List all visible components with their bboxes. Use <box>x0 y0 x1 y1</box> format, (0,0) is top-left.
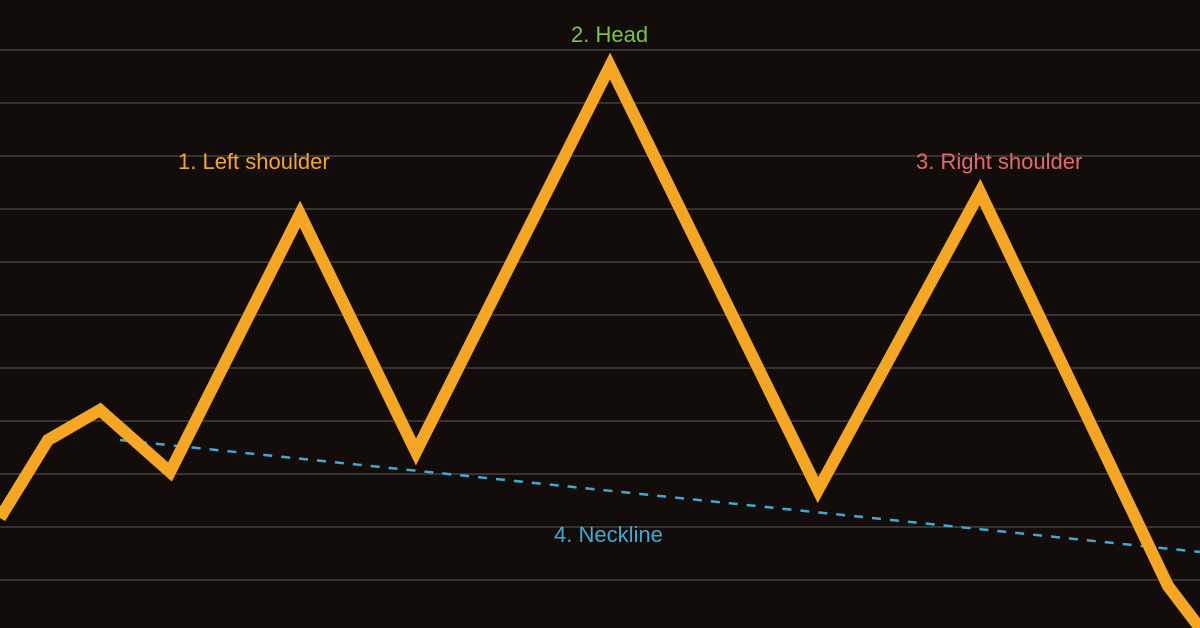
label-neckline: 4. Neckline <box>554 522 663 548</box>
label-left-shoulder: 1. Left shoulder <box>178 149 330 175</box>
label-head: 2. Head <box>571 22 648 48</box>
label-right-shoulder: 3. Right shoulder <box>916 149 1082 175</box>
head-and-shoulders-chart: 1. Left shoulder 2. Head 3. Right should… <box>0 0 1200 628</box>
